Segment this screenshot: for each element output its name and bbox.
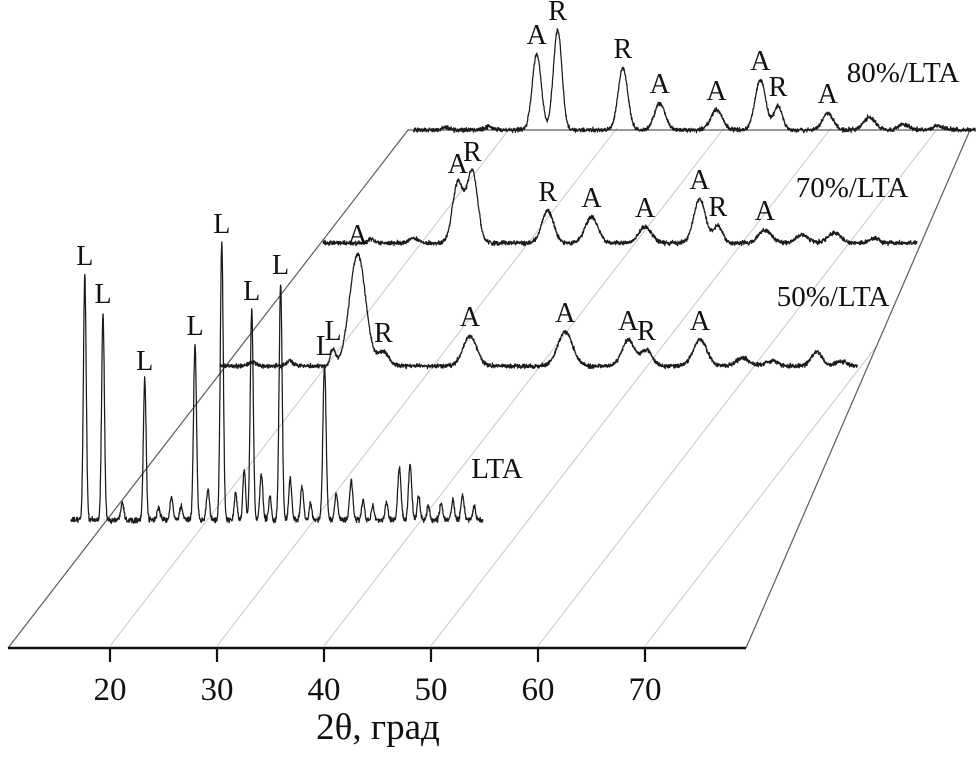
peak-label: R xyxy=(548,0,567,27)
peak-label: L xyxy=(272,250,289,281)
peak-label: R xyxy=(637,316,656,347)
peak-label: A xyxy=(690,306,711,337)
peak-label: A xyxy=(635,193,656,224)
peak-label: L xyxy=(136,346,153,377)
x-axis-title: 2θ, град xyxy=(316,707,440,748)
xrd-trace-80-lta xyxy=(413,28,976,134)
x-tick-label: 60 xyxy=(522,672,555,708)
peak-label: A xyxy=(460,302,481,333)
peak-label: A xyxy=(818,79,839,110)
peak-label: L xyxy=(94,279,111,310)
series-label: 50%/LTA xyxy=(777,281,890,313)
depth-gridline xyxy=(430,127,832,647)
peak-label: L xyxy=(76,241,93,272)
x-tick-label: 40 xyxy=(308,672,341,708)
xrd-trace-70-lta xyxy=(322,168,918,247)
peak-label: R xyxy=(374,318,393,349)
peak-label: A xyxy=(750,46,771,77)
peak-label: L xyxy=(186,311,203,342)
frame-right-edge xyxy=(745,129,971,649)
peak-label: A xyxy=(755,196,776,227)
peak-label: R xyxy=(769,72,788,103)
frame-left-edge xyxy=(7,129,409,649)
peak-label: L xyxy=(243,276,260,307)
series-label: LTA xyxy=(471,453,522,485)
depth-gridline xyxy=(323,127,725,647)
xrd-trace-50-lta xyxy=(220,252,858,370)
peak-label: R xyxy=(538,177,557,208)
x-tick-label: 70 xyxy=(629,672,662,708)
peak-label: A xyxy=(581,183,602,214)
peak-label: A xyxy=(618,306,639,337)
x-tick-label: 20 xyxy=(94,672,127,708)
peak-label: A xyxy=(689,165,710,196)
series-label: 80%/LTA xyxy=(847,57,960,89)
peak-label: L xyxy=(213,209,230,240)
peak-label: A xyxy=(706,76,727,107)
peak-label: L xyxy=(324,316,341,347)
peak-label: A xyxy=(347,220,368,251)
peak-label: A xyxy=(527,20,548,51)
peak-label: L xyxy=(316,331,333,362)
peak-label: R xyxy=(463,137,482,168)
x-tick-label: 50 xyxy=(415,672,448,708)
peak-label: R xyxy=(614,34,633,65)
series-label: 70%/LTA xyxy=(796,172,909,204)
peak-label: A xyxy=(555,298,576,329)
peak-label: R xyxy=(708,192,727,223)
peak-label: A xyxy=(448,149,469,180)
depth-gridline xyxy=(537,127,939,647)
x-tick-label: 30 xyxy=(201,672,234,708)
depth-gridline xyxy=(644,345,877,647)
peak-label: A xyxy=(650,69,671,100)
xrd-trace-lta xyxy=(70,241,484,525)
depth-gridline xyxy=(109,127,511,647)
